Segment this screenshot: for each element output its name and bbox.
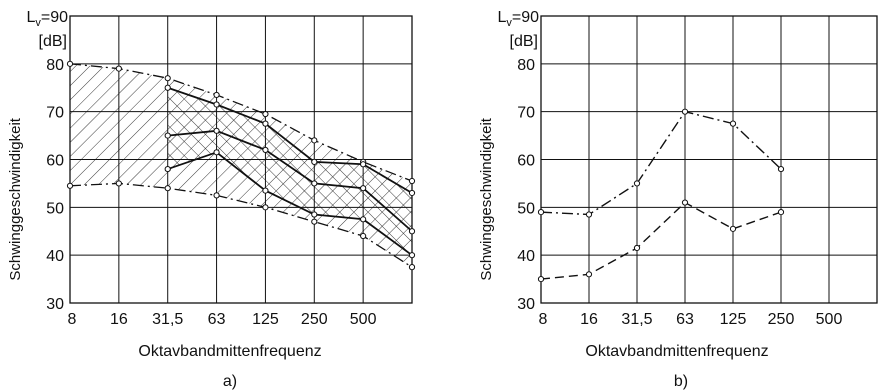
- panel-b-series-point-2: [537, 275, 545, 283]
- panel-a-series-line-1: [167, 86, 413, 194]
- panel-a-y-tick-label: 30: [46, 296, 64, 313]
- panel-a-lower-envelope-point: [115, 180, 122, 187]
- panel-a-series-point-3: [311, 211, 318, 218]
- panel-b-series-line-2: [540, 201, 782, 280]
- panel-a-series-point-2: [213, 127, 220, 134]
- panel-a-y-top-label: Lv=90: [26, 9, 68, 29]
- panel-b-series-point-2: [585, 271, 593, 278]
- panel-a-panel-label: a): [223, 373, 237, 390]
- panel-a-y-tick-label: 50: [46, 200, 64, 217]
- panel-a-x-tick-label: 8: [68, 311, 77, 328]
- panel-a-y-unit-label: [dB]: [39, 33, 67, 50]
- panel-b-series-point-2: [633, 244, 641, 252]
- panel-a-y-tick-label: 60: [46, 153, 64, 170]
- panel-a-inner-band-crosshatch: [167, 87, 412, 256]
- panel-a-series-line-3: [167, 151, 413, 256]
- panel-a-series-point-1: [262, 120, 269, 127]
- panel-a-y-tick-label: 70: [46, 105, 64, 122]
- panel-b-y-tick-label: 30: [517, 296, 535, 313]
- panel-a-series-point-3: [360, 216, 367, 223]
- panel-b-x-tick-label: 8: [539, 311, 548, 328]
- panel-a-y-tick-label: 40: [46, 248, 64, 265]
- panel-a-series-point-2: [311, 180, 318, 187]
- panel-b-y-tick-label: 50: [517, 200, 535, 217]
- panel-a-series-point-2: [408, 228, 416, 235]
- panel-a-upper-envelope-point: [164, 75, 171, 82]
- panel-a-series-point-3: [262, 187, 269, 194]
- panel-b-y-tick-label: 40: [517, 248, 535, 265]
- panel-b-panel-label: b): [674, 373, 688, 390]
- panel-b-series-point-1: [585, 211, 593, 218]
- panel-a-upper-envelope-point: [66, 60, 74, 67]
- panel-a-x-tick-label: 500: [350, 311, 377, 328]
- panel-a-x-tick-label: 31,5: [152, 311, 183, 328]
- panel-a-lower-envelope-point: [164, 185, 171, 192]
- panel-b-series-point-1: [681, 108, 689, 115]
- panel-a-lower-envelope-point: [66, 182, 74, 189]
- panel-b-y-tick-label: 80: [517, 57, 535, 74]
- panel-b-x-tick-label: 63: [676, 311, 694, 328]
- panel-a-upper-envelope-point: [311, 137, 318, 144]
- panel-b-series-point-1: [633, 180, 641, 187]
- panel-b-x-axis-title: Oktavbandmittenfrequenz: [585, 343, 768, 360]
- panel-a-x-tick-label: 125: [252, 311, 279, 328]
- panel-b-x-tick-label: 31,5: [621, 311, 652, 328]
- panel-a-lower-envelope-point: [408, 264, 416, 271]
- panel-b-y-axis-title: Schwinggeschwindigkeit: [478, 117, 495, 280]
- panel-a-series-point-1: [311, 158, 318, 165]
- panel-a-series-point-3: [164, 165, 171, 173]
- panel-a-series-point-2: [164, 132, 171, 139]
- panel-a-y-tick-label: 80: [46, 57, 64, 74]
- panel-a-series-point-3: [408, 252, 416, 259]
- panel-a-upper-envelope-point: [115, 65, 122, 72]
- panel-a-upper-envelope-line: [69, 63, 413, 182]
- panel-b-series-point-2: [681, 199, 689, 206]
- panel-b-plot-frame: [540, 15, 878, 304]
- panel-a-lower-envelope-point: [213, 192, 220, 199]
- panel-a-lower-envelope-point: [311, 218, 318, 225]
- panel-b-series-line-1: [540, 110, 782, 216]
- panel-a-series-point-3: [213, 149, 220, 156]
- panel-a-series-point-1: [360, 161, 367, 168]
- panel-a-lower-envelope-line: [69, 182, 413, 268]
- panel-a-upper-envelope-point: [213, 91, 220, 99]
- panel-b-x-tick-label: 125: [720, 311, 747, 328]
- chart-panel-a: 30 40 50 60 70 80 Lv=90 [dB] Schwinggeschwindigk…: [7, 9, 416, 390]
- panel-a-x-tick-label: 63: [208, 311, 226, 328]
- panel-b-x-tick-label: 500: [816, 311, 843, 328]
- panel-b-y-unit-label: [dB]: [510, 33, 538, 50]
- panel-b-x-tick-label: 16: [580, 311, 598, 328]
- panel-a-series-line-2: [167, 129, 413, 232]
- chart-panel-b: 30 40 50 60 70 80 Lv=90 [dB] Schwinggeschwindigk…: [478, 9, 878, 390]
- panel-b-y-tick-label: 60: [517, 153, 535, 170]
- panel-b-series-point-2: [729, 225, 737, 232]
- panel-a-lower-envelope-point: [262, 204, 269, 211]
- panel-a-x-tick-label: 250: [301, 311, 328, 328]
- panel-a-y-axis-title: Schwinggeschwindigkeit: [7, 117, 24, 280]
- panel-b-series-point-2: [777, 209, 785, 216]
- panel-a-series-point-2: [262, 146, 269, 154]
- panel-b-x-tick-label: 250: [768, 311, 795, 328]
- panel-b-series-point-1: [729, 120, 737, 127]
- panel-a-plot-frame: [69, 15, 413, 304]
- panel-b-y-top-label: Lv=90: [497, 9, 539, 29]
- panel-a-lower-envelope-point: [360, 232, 367, 240]
- panel-a-series-point-1: [213, 101, 220, 108]
- panel-a-series-point-2: [360, 185, 367, 192]
- panel-a-x-axis-title: Oktavbandmittenfrequenz: [138, 343, 321, 360]
- panel-a-upper-envelope-point: [408, 177, 416, 185]
- panel-a-upper-envelope-point: [262, 110, 269, 118]
- panel-a-x-tick-label: 16: [110, 311, 128, 328]
- panel-b-series-point-1: [537, 209, 545, 216]
- panel-b-y-tick-label: 70: [517, 105, 535, 122]
- panel-a-series-point-1: [408, 189, 416, 197]
- panel-a-series-point-1: [164, 84, 171, 91]
- panel-b-series-point-1: [777, 165, 785, 173]
